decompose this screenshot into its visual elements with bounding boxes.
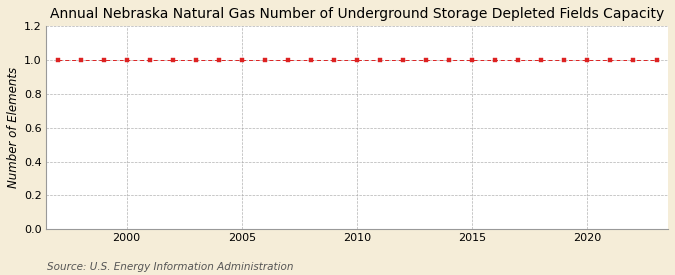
Title: Annual Nebraska Natural Gas Number of Underground Storage Depleted Fields Capaci: Annual Nebraska Natural Gas Number of Un… [50,7,664,21]
Y-axis label: Number of Elements: Number of Elements [7,67,20,188]
Text: Source: U.S. Energy Information Administration: Source: U.S. Energy Information Administ… [47,262,294,272]
